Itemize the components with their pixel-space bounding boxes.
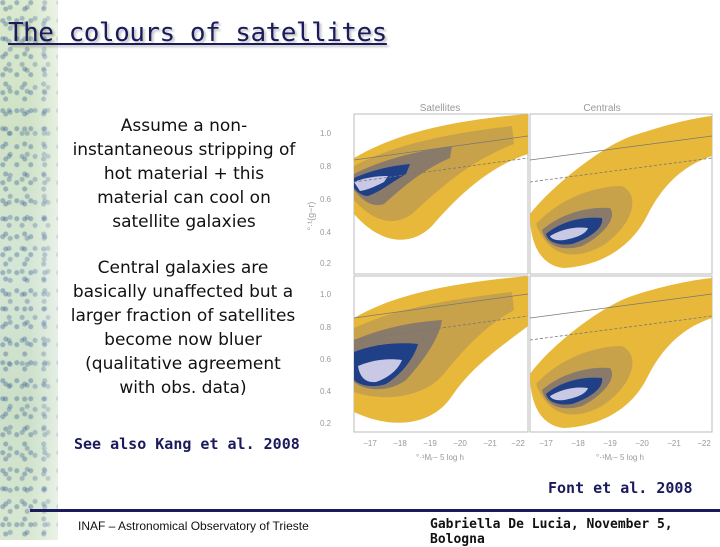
contours-centrals-bottom (530, 278, 712, 428)
guide-line-solid-bl (354, 293, 528, 319)
y-tick-bottom-2: 0.8 (320, 323, 332, 332)
column-title-satellites: Satellites (420, 103, 461, 114)
footer-institution: INAF – Astronomical Observatory of Tries… (78, 519, 309, 533)
footer-divider (30, 509, 720, 512)
x-tick-left-3: −19 (423, 439, 437, 448)
y-axis-label: °·¹(g−r) (306, 202, 316, 231)
see-also-reference: See also Kang et al. 2008 (74, 435, 300, 453)
x-axis-label-right: °·¹Mᵣ− 5 log h (596, 453, 644, 462)
column-title-centrals: Centrals (583, 103, 620, 114)
y-tick-top-4: 0.4 (320, 228, 332, 237)
x-tick-right-1: −17 (539, 439, 553, 448)
x-tick-right-5: −21 (667, 439, 681, 448)
y-tick-top-5: 0.2 (320, 259, 332, 268)
contour-figure: Satellites Centrals °·¹(g−r) 1.0 0.8 0.6… (306, 103, 713, 462)
y-tick-top-3: 0.6 (320, 195, 332, 204)
x-tick-left-1: −17 (363, 439, 377, 448)
contours-centrals-top (530, 116, 712, 268)
x-tick-right-2: −18 (571, 439, 585, 448)
y-tick-bottom-4: 0.4 (320, 387, 332, 396)
guide-line-dashed-br (530, 315, 712, 341)
guide-line-dashed-tl (354, 157, 528, 183)
x-tick-right-6: −22 (697, 439, 711, 448)
y-tick-bottom-5: 0.2 (320, 419, 332, 428)
side-strip-fade (30, 0, 90, 540)
x-tick-right-3: −19 (603, 439, 617, 448)
contours-satellites-top (354, 114, 528, 240)
guide-line-dashed-bl (354, 315, 528, 341)
x-tick-left-4: −20 (453, 439, 467, 448)
y-tick-top-1: 1.0 (320, 129, 332, 138)
guide-line-solid-tr (530, 135, 712, 161)
guide-line-solid-br (530, 293, 712, 319)
y-tick-bottom-3: 0.6 (320, 355, 332, 364)
x-tick-right-4: −20 (635, 439, 649, 448)
guide-line-dashed-tr (530, 157, 712, 183)
x-tick-left-2: −18 (393, 439, 407, 448)
x-tick-left-5: −21 (483, 439, 497, 448)
y-tick-bottom-1: 1.0 (320, 290, 332, 299)
y-tick-top-2: 0.8 (320, 162, 332, 171)
footer-author-date: Gabriella De Lucia, November 5, Bologna (430, 517, 673, 547)
text-paragraph-stripping: Assume a non-instantaneous stripping of … (72, 116, 296, 232)
guide-line-solid-tl (354, 135, 528, 161)
x-tick-left-6: −22 (511, 439, 525, 448)
figure-credit: Font et al. 2008 (548, 479, 693, 497)
x-axis-label-left: °·¹Mᵣ− 5 log h (416, 453, 464, 462)
slide-title: The colours of satellites (8, 18, 387, 48)
contours-satellites-bottom (354, 276, 528, 423)
text-paragraph-centrals: Central galaxies are basically unaffecte… (70, 258, 296, 398)
